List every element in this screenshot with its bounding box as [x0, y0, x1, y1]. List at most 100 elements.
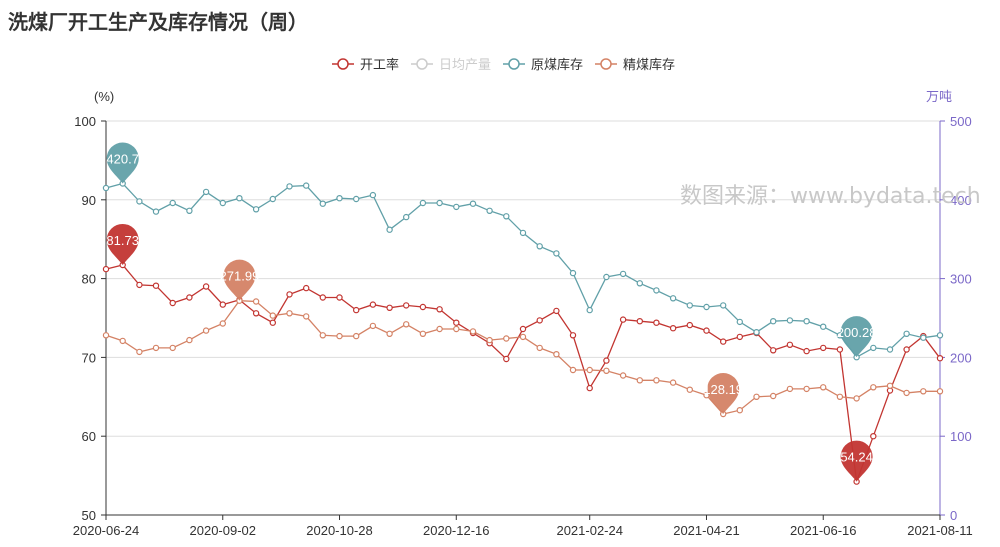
markpoint-pin	[707, 372, 740, 414]
data-point	[503, 213, 510, 220]
markpoint-label: 271.99	[220, 269, 260, 284]
data-point	[353, 332, 360, 340]
data-point	[419, 303, 427, 311]
data-point	[820, 344, 827, 352]
x-tick-label: 2021-08-11	[907, 523, 973, 538]
data-point	[603, 367, 610, 374]
data-point	[686, 302, 694, 309]
data-point	[586, 366, 593, 374]
legend-item-label: 原煤库存	[531, 57, 583, 73]
data-point	[553, 250, 560, 257]
data-point	[720, 338, 727, 345]
right-axis-unit: 万吨	[926, 90, 952, 105]
data-point	[903, 330, 910, 337]
data-point	[669, 325, 677, 332]
data-point	[186, 207, 193, 214]
data-point	[569, 366, 577, 374]
markpoint-label: 200.28	[837, 325, 877, 340]
left-tick-label: 90	[82, 193, 96, 208]
data-point	[453, 203, 460, 211]
data-point	[503, 335, 510, 342]
data-point	[503, 355, 510, 363]
data-point	[419, 199, 427, 207]
data-point	[469, 328, 477, 335]
data-point	[403, 213, 410, 221]
markpoint-pin	[106, 142, 139, 184]
data-point	[770, 318, 777, 325]
x-tick-label: 2021-02-24	[556, 523, 623, 538]
data-point	[803, 318, 810, 325]
data-point	[603, 357, 610, 364]
data-point	[936, 388, 944, 395]
data-point	[619, 270, 627, 278]
data-point	[119, 337, 126, 345]
data-point	[169, 299, 176, 307]
data-point	[636, 280, 644, 287]
data-point	[152, 344, 160, 352]
data-point	[703, 327, 710, 334]
data-point	[336, 294, 343, 301]
data-point	[903, 346, 910, 353]
data-point	[286, 310, 293, 317]
data-point	[186, 336, 193, 344]
legend-item-label: 精煤库存	[623, 57, 675, 73]
data-point	[936, 332, 944, 339]
data-point	[569, 332, 577, 339]
data-point	[369, 191, 377, 199]
data-point	[536, 317, 543, 324]
markpoint-pin	[223, 259, 256, 301]
data-point	[586, 384, 593, 392]
data-point	[303, 313, 310, 320]
data-point	[886, 346, 894, 353]
data-point	[653, 377, 660, 384]
data-point	[753, 329, 760, 336]
data-point	[252, 310, 260, 317]
data-point	[202, 283, 210, 290]
data-point	[903, 389, 910, 397]
data-point	[519, 325, 527, 333]
data-point	[319, 294, 326, 301]
data-point	[169, 199, 176, 207]
data-point	[886, 382, 894, 389]
data-point	[102, 184, 110, 192]
data-point	[836, 346, 844, 353]
x-tick-label: 2020-12-16	[423, 523, 490, 538]
data-point	[836, 393, 844, 400]
x-tick-label: 2021-04-21	[673, 523, 740, 538]
data-point	[202, 327, 210, 334]
data-point	[669, 295, 677, 302]
data-point	[353, 306, 360, 314]
data-point	[169, 344, 176, 352]
data-point	[669, 379, 677, 386]
markpoint-label: 54.24	[840, 450, 873, 465]
data-point	[336, 194, 343, 202]
right-tick-label: 300	[950, 272, 972, 287]
left-axis-unit: (%)	[94, 89, 114, 104]
data-point	[586, 306, 593, 314]
data-point	[536, 243, 543, 250]
data-point	[269, 195, 276, 203]
markpoint-label: 81.73	[106, 233, 139, 248]
data-point	[653, 287, 660, 294]
data-point	[252, 298, 260, 305]
data-point	[219, 199, 226, 207]
data-point	[353, 195, 360, 203]
series-line-0	[105, 264, 941, 482]
data-point	[152, 282, 160, 289]
chart-title: 洗煤厂开工生产及库存情况（周）	[8, 10, 308, 34]
data-point	[753, 393, 760, 400]
data-point	[870, 344, 877, 352]
data-point	[369, 301, 377, 308]
data-point	[403, 321, 410, 328]
data-point	[436, 199, 443, 207]
left-tick-label: 80	[82, 272, 96, 287]
watermark: 数图来源：www.bydata.tech	[680, 184, 981, 209]
legend-swatch-marker	[337, 58, 349, 70]
markpoint-pin	[840, 316, 873, 358]
data-point	[519, 229, 527, 237]
data-point	[736, 318, 744, 326]
data-point	[202, 188, 210, 196]
data-point	[619, 372, 627, 379]
data-point	[686, 321, 694, 329]
